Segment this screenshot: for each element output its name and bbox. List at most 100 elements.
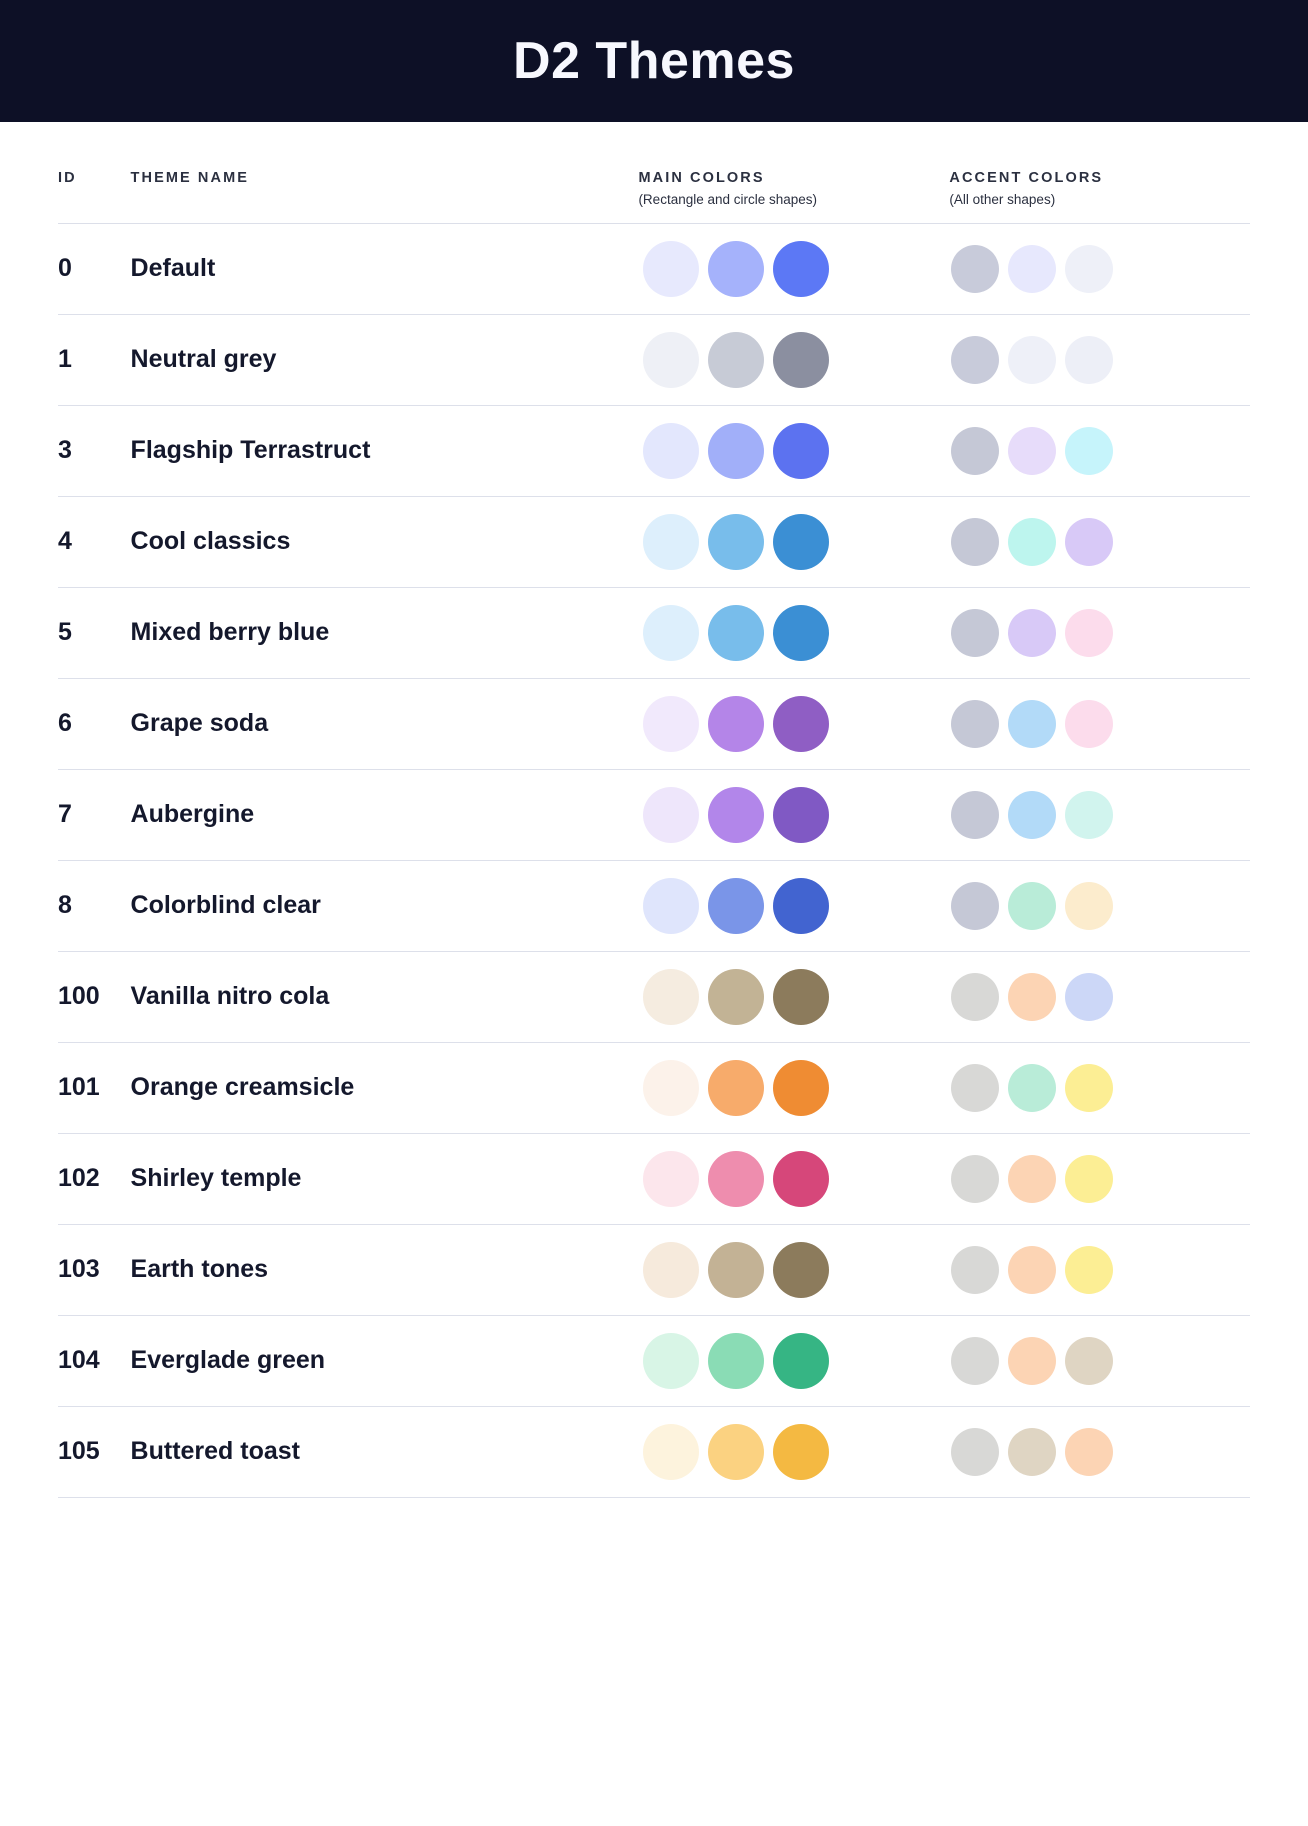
main-color-swatch bbox=[773, 604, 830, 661]
table-row[interactable]: 5 Mixed berry blue bbox=[58, 587, 1250, 679]
table-row[interactable]: 3 Flagship Terrastruct bbox=[58, 405, 1250, 497]
accent-color-swatch bbox=[951, 1336, 1000, 1385]
main-colors-cell bbox=[638, 1042, 950, 1134]
accent-color-swatch bbox=[1065, 1427, 1114, 1476]
main-colors-cell bbox=[638, 405, 950, 497]
accent-color-swatch bbox=[1008, 1245, 1057, 1294]
theme-name: Vanilla nitro cola bbox=[130, 951, 639, 1043]
main-color-swatch bbox=[708, 604, 765, 661]
accent-swatch-group bbox=[949, 244, 1250, 293]
theme-name: Earth tones bbox=[130, 1224, 639, 1316]
accent-colors-cell bbox=[949, 678, 1250, 770]
table-row[interactable]: 100 Vanilla nitro cola bbox=[58, 951, 1250, 1043]
accent-color-swatch bbox=[1008, 1154, 1057, 1203]
column-header-id-label: ID bbox=[58, 170, 77, 186]
table-row[interactable]: 105 Buttered toast bbox=[58, 1406, 1250, 1498]
accent-color-swatch bbox=[1008, 1427, 1057, 1476]
theme-id: 4 bbox=[58, 496, 131, 588]
column-header-accent-colors-label: ACCENT COLORS bbox=[949, 170, 1104, 186]
accent-swatch-group bbox=[949, 608, 1250, 657]
main-color-swatch bbox=[643, 331, 700, 388]
main-color-swatch bbox=[708, 695, 765, 752]
accent-color-swatch bbox=[1008, 335, 1057, 384]
theme-name: Neutral grey bbox=[130, 314, 639, 406]
main-color-swatch bbox=[643, 877, 700, 934]
accent-swatch-group bbox=[949, 1154, 1250, 1203]
accent-colors-cell bbox=[949, 1042, 1250, 1134]
accent-swatch-group bbox=[949, 335, 1250, 384]
accent-swatch-group bbox=[949, 699, 1250, 748]
column-header-accent-colors: ACCENT COLORS (All other shapes) bbox=[949, 122, 1250, 224]
main-swatch-group bbox=[638, 1059, 949, 1116]
theme-id: 101 bbox=[58, 1042, 131, 1134]
main-color-swatch bbox=[773, 877, 830, 934]
main-color-swatch bbox=[708, 513, 765, 570]
main-colors-cell bbox=[638, 314, 950, 406]
table-row[interactable]: 101 Orange creamsicle bbox=[58, 1042, 1250, 1134]
accent-color-swatch bbox=[1065, 1063, 1114, 1112]
accent-colors-cell bbox=[949, 769, 1250, 861]
table-row[interactable]: 102 Shirley temple bbox=[58, 1133, 1250, 1225]
table-row[interactable]: 0 Default bbox=[58, 223, 1250, 315]
accent-color-swatch bbox=[951, 972, 1000, 1021]
theme-id: 0 bbox=[58, 223, 131, 315]
main-colors-cell bbox=[638, 1406, 950, 1498]
theme-name: Buttered toast bbox=[130, 1406, 639, 1498]
main-color-swatch bbox=[643, 422, 700, 479]
accent-color-swatch bbox=[951, 699, 1000, 748]
main-color-swatch bbox=[643, 604, 700, 661]
header-row: ID THEME NAME MAIN COLORS (Rectangle and… bbox=[58, 122, 1250, 224]
table-header: ID THEME NAME MAIN COLORS (Rectangle and… bbox=[58, 122, 1250, 224]
accent-color-swatch bbox=[1065, 1336, 1114, 1385]
accent-color-swatch bbox=[951, 244, 1000, 293]
accent-color-swatch bbox=[1065, 790, 1114, 839]
main-color-swatch bbox=[643, 1150, 700, 1207]
main-swatch-group bbox=[638, 877, 949, 934]
table-row[interactable]: 4 Cool classics bbox=[58, 496, 1250, 588]
page-title: D2 Themes bbox=[513, 32, 795, 90]
accent-color-swatch bbox=[1008, 790, 1057, 839]
main-color-swatch bbox=[643, 1332, 700, 1389]
accent-color-swatch bbox=[1065, 335, 1114, 384]
main-color-swatch bbox=[773, 1150, 830, 1207]
accent-color-swatch bbox=[951, 1063, 1000, 1112]
table-row[interactable]: 103 Earth tones bbox=[58, 1224, 1250, 1316]
accent-color-swatch bbox=[951, 426, 1000, 475]
accent-color-swatch bbox=[951, 1245, 1000, 1294]
theme-id: 6 bbox=[58, 678, 131, 770]
theme-name: Default bbox=[130, 223, 639, 315]
theme-name: Shirley temple bbox=[130, 1133, 639, 1225]
accent-color-swatch bbox=[1008, 699, 1057, 748]
main-color-swatch bbox=[708, 1423, 765, 1480]
accent-swatch-group bbox=[949, 1427, 1250, 1476]
main-color-swatch bbox=[773, 1332, 830, 1389]
column-header-theme-name-label: THEME NAME bbox=[130, 170, 250, 186]
main-colors-cell bbox=[638, 223, 950, 315]
column-header-theme-name: THEME NAME bbox=[130, 122, 639, 224]
table-row[interactable]: 8 Colorblind clear bbox=[58, 860, 1250, 952]
accent-colors-cell bbox=[949, 587, 1250, 679]
theme-id: 103 bbox=[58, 1224, 131, 1316]
accent-color-swatch bbox=[1065, 426, 1114, 475]
main-color-swatch bbox=[643, 513, 700, 570]
main-colors-cell bbox=[638, 496, 950, 588]
accent-color-swatch bbox=[1065, 1154, 1114, 1203]
table-row[interactable]: 1 Neutral grey bbox=[58, 314, 1250, 406]
main-color-swatch bbox=[773, 968, 830, 1025]
theme-name: Aubergine bbox=[130, 769, 639, 861]
accent-color-swatch bbox=[1008, 881, 1057, 930]
column-header-id: ID bbox=[58, 122, 131, 224]
table-row[interactable]: 104 Everglade green bbox=[58, 1315, 1250, 1407]
accent-color-swatch bbox=[1065, 244, 1114, 293]
main-color-swatch bbox=[708, 1150, 765, 1207]
accent-color-swatch bbox=[951, 881, 1000, 930]
accent-colors-cell bbox=[949, 496, 1250, 588]
column-header-main-colors: MAIN COLORS (Rectangle and circle shapes… bbox=[638, 122, 950, 224]
main-color-swatch bbox=[708, 240, 765, 297]
main-swatch-group bbox=[638, 1332, 949, 1389]
accent-colors-cell bbox=[949, 951, 1250, 1043]
table-row[interactable]: 6 Grape soda bbox=[58, 678, 1250, 770]
table-row[interactable]: 7 Aubergine bbox=[58, 769, 1250, 861]
accent-color-swatch bbox=[1008, 1336, 1057, 1385]
theme-id: 7 bbox=[58, 769, 131, 861]
